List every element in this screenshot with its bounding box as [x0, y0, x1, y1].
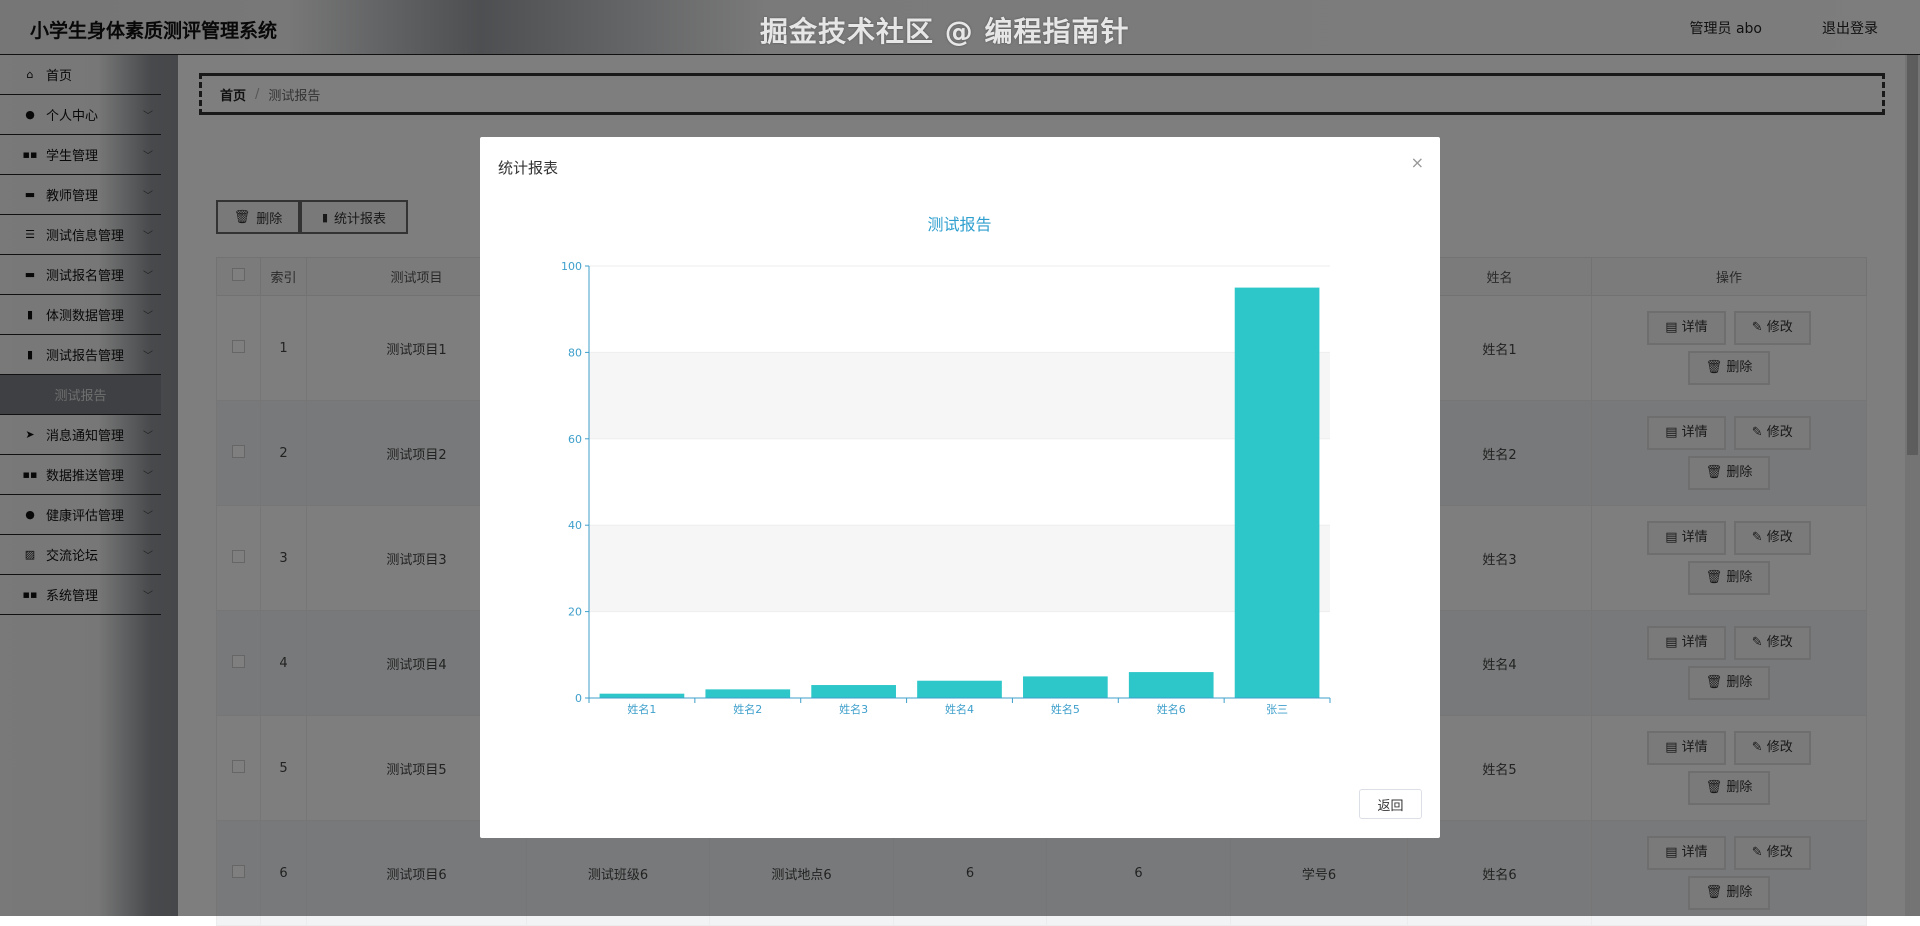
x-tick-label: 姓名3: [839, 702, 868, 716]
x-tick-label: 姓名1: [627, 702, 656, 716]
bar: [811, 685, 896, 698]
chart-title: 测试报告: [927, 215, 991, 234]
y-tick-label: 40: [568, 519, 582, 532]
modal-title: 统计报表: [498, 159, 559, 177]
y-tick-label: 80: [568, 346, 582, 359]
return-button[interactable]: 返回: [1359, 789, 1422, 819]
y-tick-label: 20: [568, 606, 582, 619]
close-icon[interactable]: ×: [1410, 153, 1424, 172]
x-tick-label: 姓名4: [945, 702, 974, 716]
bar: [1234, 287, 1320, 698]
watermark: 掘金技术社区 @ 编程指南针: [760, 15, 1130, 48]
grid-band: [589, 352, 1330, 439]
y-tick-label: 0: [575, 692, 582, 705]
bar: [599, 693, 685, 698]
x-tick-label: 姓名5: [1051, 702, 1080, 716]
y-tick-label: 100: [561, 260, 582, 273]
x-tick-label: 姓名2: [733, 702, 762, 716]
bar: [1128, 672, 1214, 698]
bar: [1023, 676, 1108, 698]
bar: [917, 680, 1002, 698]
bar-chart: 测试报告 0 20 40 60 80 100 姓名1 姓名2 姓名3 姓名4 姓名5 姓名6 张三: [561, 215, 1331, 716]
report-modal: 统计报表 × 测试报告 0 20 40 60 80 100 姓名1 姓名2 姓名3 姓名4 姓名5 姓名…: [480, 137, 1440, 838]
bar: [705, 689, 791, 698]
grid-band: [589, 525, 1330, 612]
x-tick-label: 姓名6: [1157, 702, 1186, 716]
y-tick-label: 60: [568, 433, 582, 446]
x-tick-label: 张三: [1266, 703, 1288, 716]
